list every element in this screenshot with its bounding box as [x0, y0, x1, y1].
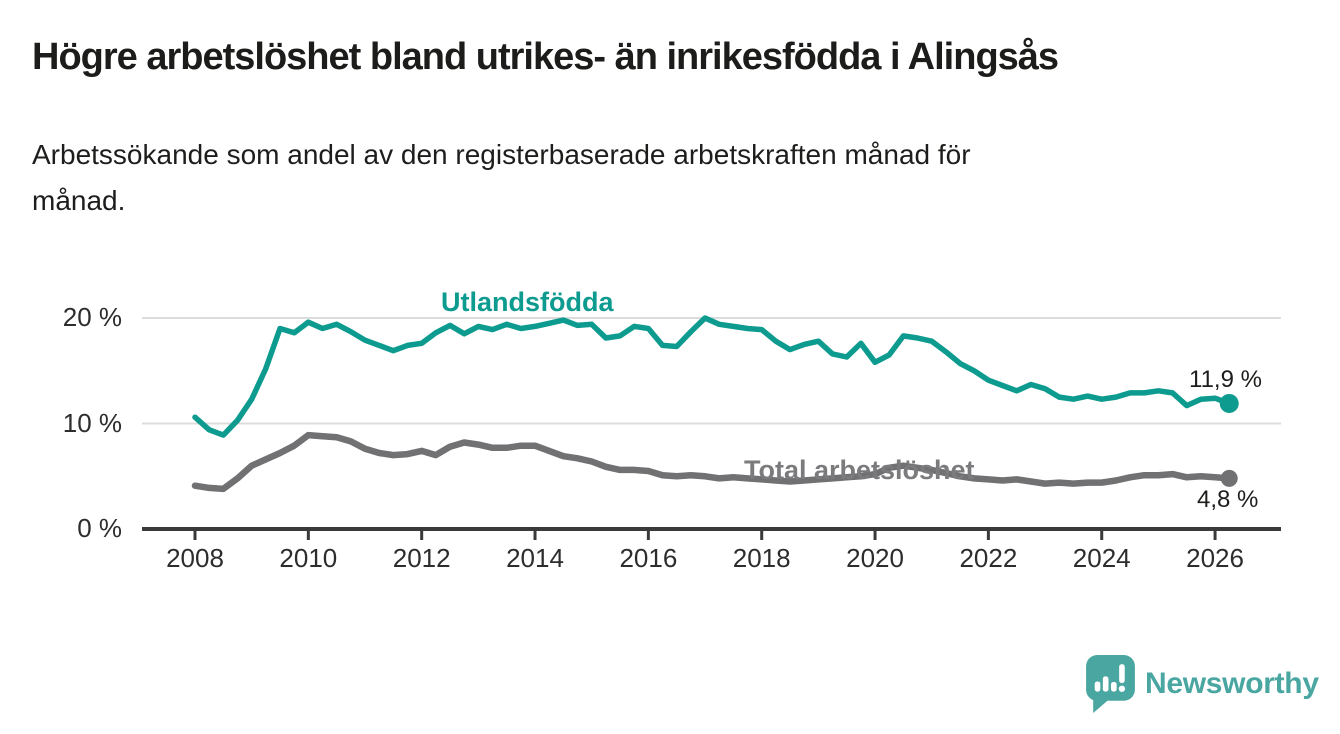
series-label-utlandsfodda: Utlandsfödda	[441, 287, 614, 317]
subtitle-line-1: Arbetssökande som andel av den registerb…	[32, 139, 971, 170]
newsworthy-logo-icon	[1086, 655, 1135, 713]
newsworthy-logo: Newsworthy	[1086, 655, 1319, 713]
series-line-total	[191, 431, 1233, 493]
x-tick-label-2016: 2016	[619, 543, 678, 573]
x-tick-label-2020: 2020	[846, 543, 904, 573]
series-end-dot-utlandsfodda	[1219, 393, 1239, 413]
x-tick-label-2012: 2012	[392, 543, 451, 573]
series-label-total-arbetsloshet: Total arbetslöshet	[744, 455, 975, 485]
newsworthy-logo-text: Newsworthy	[1145, 667, 1319, 700]
bar-chart-bar-1	[1094, 681, 1101, 692]
series-end-dot-total	[1220, 469, 1238, 487]
y-tick-label-0: 0 %	[77, 513, 122, 543]
chart-title: Högre arbetslöshet bland utrikes- än inr…	[32, 36, 1059, 78]
x-tick-label-2022: 2022	[959, 543, 1018, 573]
bar-chart-bar-2	[1102, 676, 1109, 692]
x-tick-label-2026: 2026	[1186, 543, 1244, 573]
x-tick-label-2024: 2024	[1072, 543, 1131, 573]
end-value-label-utlandsfodda: 11,9 %	[1189, 366, 1262, 393]
x-tick-label-2008: 2008	[166, 543, 224, 573]
subtitle-line-2: månad.	[32, 185, 126, 216]
bar-chart-bar-3	[1111, 681, 1117, 692]
speech-bubble-shape	[1086, 655, 1135, 713]
series-line-utlandsfodda	[192, 315, 1232, 438]
y-tick-label-20: 20 %	[62, 302, 122, 332]
chart-subtitle: Arbetssökande som andel av den registerb…	[32, 132, 971, 224]
x-tick-label-2010: 2010	[279, 543, 338, 573]
y-tick-label-10: 10 %	[62, 407, 122, 438]
end-value-label-total: 4,8 %	[1197, 486, 1259, 513]
x-tick-label-2018: 2018	[732, 543, 791, 573]
x-tick-label-2014: 2014	[506, 543, 564, 573]
exclamation-dot	[1118, 685, 1126, 692]
exclamation-bar	[1119, 664, 1125, 683]
